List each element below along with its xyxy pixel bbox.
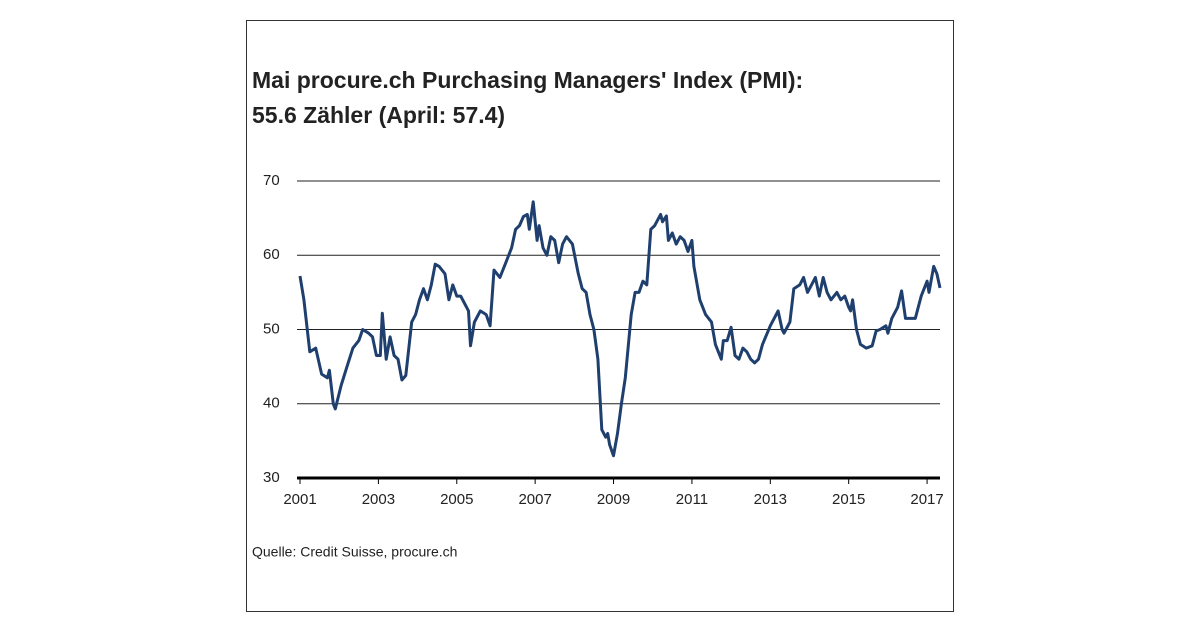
x-tick-label: 2013: [754, 491, 787, 508]
line: [298, 200, 942, 458]
x-tick-label: 2001: [283, 491, 316, 508]
x-tick-label: 2007: [518, 491, 551, 508]
y-tick-label: 70: [263, 172, 280, 189]
frame: [246, 20, 954, 612]
y-tick-label: 60: [263, 246, 280, 263]
chart-subtitle: 55.6 Zähler (April: 57.4): [252, 102, 505, 128]
chart-title: Mai procure.ch Purchasing Managers' Inde…: [252, 67, 803, 93]
y-tick-label: 50: [263, 320, 280, 337]
y-tick-label: 30: [263, 469, 280, 486]
x-tick-label: 2009: [597, 491, 630, 508]
source: Quelle: Credit Suisse, procure.ch: [252, 544, 457, 560]
x-tick-label: 2011: [676, 491, 708, 508]
x-tick-label: 2017: [910, 491, 943, 508]
y-tick-label: 40: [263, 395, 280, 412]
x-tick-label: 2005: [440, 491, 473, 508]
x-tick-label: 2015: [832, 491, 865, 508]
x-tick-label: 2003: [362, 491, 395, 508]
